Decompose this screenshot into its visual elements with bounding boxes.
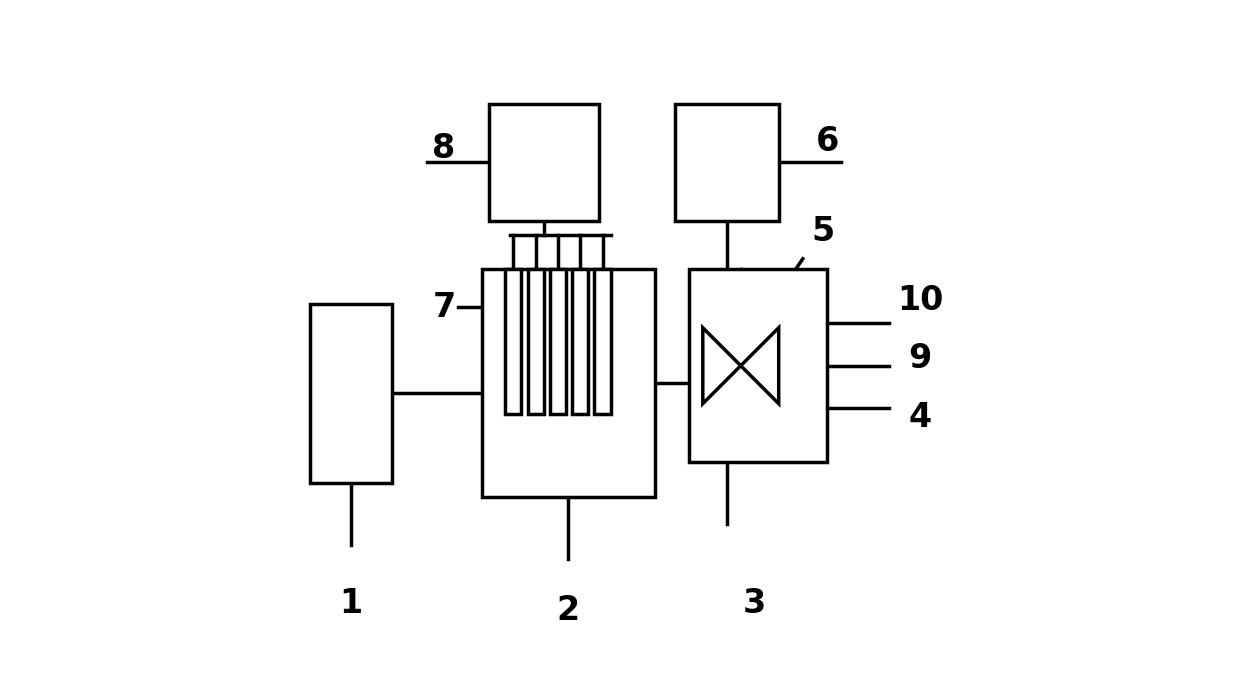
Text: 10: 10 [897, 284, 944, 317]
Bar [549, 269, 567, 414]
Text: 2: 2 [557, 594, 580, 627]
Text: 8: 8 [433, 132, 455, 165]
Bar [482, 269, 655, 497]
Bar [689, 269, 827, 462]
Text: 1: 1 [340, 587, 362, 620]
Bar [527, 269, 544, 414]
Polygon shape [703, 328, 740, 404]
Bar [489, 104, 599, 221]
Text: 3: 3 [743, 587, 766, 620]
Bar [505, 269, 521, 414]
Bar [676, 104, 779, 221]
Polygon shape [740, 328, 779, 404]
Bar [310, 304, 392, 483]
Bar [594, 269, 611, 414]
Bar [572, 269, 588, 414]
Text: 6: 6 [816, 125, 838, 158]
Text: 7: 7 [433, 290, 455, 324]
Text: 4: 4 [909, 401, 931, 434]
Text: 5: 5 [812, 215, 836, 248]
Text: 9: 9 [909, 342, 931, 375]
